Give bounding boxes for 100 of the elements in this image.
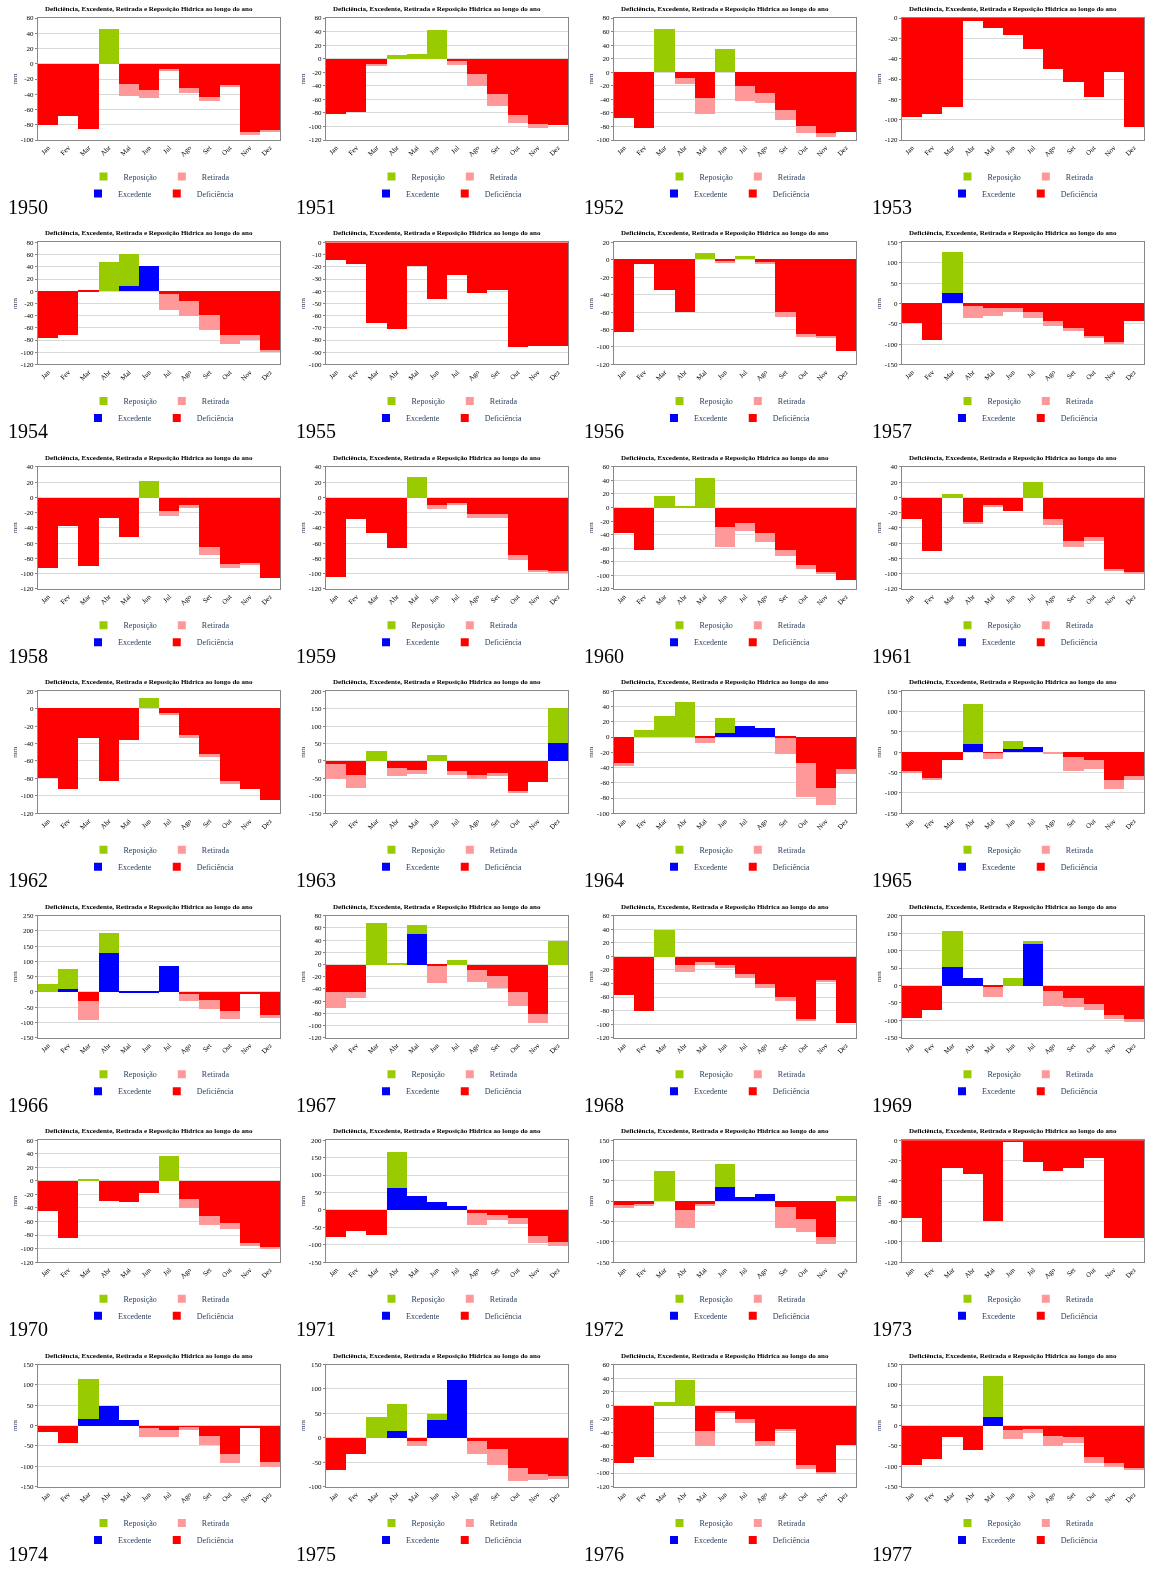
legend-label: Deficiência	[1060, 1311, 1099, 1321]
bar	[775, 312, 796, 318]
text: 1965	[872, 869, 912, 891]
bar	[240, 1243, 260, 1247]
legend-label: Reposição	[123, 1294, 157, 1304]
bar	[447, 771, 467, 776]
bar	[755, 983, 775, 988]
bar	[715, 49, 735, 72]
bar	[715, 1410, 735, 1413]
bar	[796, 1018, 816, 1021]
bar	[816, 1237, 836, 1245]
bar	[139, 480, 159, 498]
bar	[695, 738, 715, 744]
text: 1953	[872, 196, 912, 218]
legend-label: Deficiência	[196, 638, 235, 648]
bar	[407, 1440, 427, 1446]
text: 1971	[296, 1318, 336, 1340]
legend-label: Excedente	[406, 1311, 440, 1321]
legend-label: Deficiência	[196, 862, 235, 872]
bar	[775, 549, 796, 556]
legend-label: Reposição	[699, 845, 733, 855]
bar	[796, 126, 816, 133]
bar	[942, 493, 963, 498]
bar	[220, 781, 240, 785]
legend-label: Retirada	[489, 1070, 518, 1080]
bar	[654, 29, 675, 72]
text: 1961	[872, 645, 912, 667]
text: 1950	[8, 196, 48, 218]
bar	[99, 932, 119, 953]
legend-label: Deficiência	[772, 862, 811, 872]
bar	[427, 1413, 447, 1420]
text: 1956	[584, 420, 624, 442]
text: 1963	[296, 869, 336, 891]
bar	[260, 1247, 280, 1250]
legend-label: Reposição	[987, 397, 1021, 407]
bar	[179, 735, 199, 739]
text: 1957	[872, 420, 912, 442]
bar	[775, 996, 796, 1001]
bar	[942, 293, 963, 304]
legend-label: Deficiência	[196, 414, 235, 424]
legend-label: Reposição	[411, 845, 445, 855]
bar	[139, 698, 159, 709]
legend-label: Retirada	[201, 845, 230, 855]
text: 1970	[8, 1318, 48, 1340]
bar	[1124, 571, 1144, 574]
legend-label: Excedente	[982, 1087, 1016, 1097]
bar	[1063, 328, 1084, 332]
legend-label: Retirada	[777, 1070, 806, 1080]
bar	[467, 74, 487, 86]
legend-label: Excedente	[406, 1087, 440, 1097]
legend-label: Retirada	[489, 845, 518, 855]
legend-label: Reposição	[987, 621, 1021, 631]
legend-label: Reposição	[411, 621, 445, 631]
bar	[983, 504, 1003, 507]
bar	[1124, 776, 1144, 781]
text: 1954	[8, 420, 48, 442]
text: 1975	[296, 1543, 336, 1565]
bar	[508, 791, 528, 794]
legend-label: Deficiência	[772, 1536, 811, 1546]
bar	[654, 929, 675, 957]
bar	[1063, 540, 1084, 547]
text: 1969	[872, 1094, 912, 1116]
legend-label: Excedente	[118, 638, 152, 648]
legend-label: Retirada	[777, 172, 806, 182]
bar	[654, 1171, 675, 1202]
bar	[260, 350, 280, 353]
legend-label: Deficiência	[196, 189, 235, 199]
bar	[548, 940, 568, 965]
bar	[695, 1430, 715, 1446]
bar	[199, 1435, 220, 1445]
bar	[942, 930, 963, 967]
bar	[1104, 1462, 1124, 1467]
bar	[407, 933, 427, 965]
legend-label: Reposição	[699, 397, 733, 407]
legend-label: Reposição	[987, 845, 1021, 855]
bar	[240, 132, 260, 135]
legend-label: Excedente	[118, 1087, 152, 1097]
legend-label: Retirada	[1065, 1294, 1094, 1304]
legend-label: Deficiência	[484, 189, 523, 199]
legend-label: Excedente	[118, 189, 152, 199]
legend-label: Retirada	[489, 1294, 518, 1304]
legend-label: Retirada	[201, 1070, 230, 1080]
bar	[407, 924, 427, 934]
bar	[528, 124, 548, 128]
legend-label: Reposição	[987, 1519, 1021, 1529]
bar	[179, 88, 199, 93]
bar	[508, 991, 528, 1006]
bar	[1043, 321, 1063, 327]
legend-label: Reposição	[123, 1519, 157, 1529]
legend-label: Retirada	[201, 397, 230, 407]
legend-label: Deficiência	[1060, 414, 1099, 424]
bar	[447, 959, 467, 965]
legend-label: Reposição	[411, 1294, 445, 1304]
bar	[796, 1464, 816, 1469]
legend-label: Reposição	[123, 845, 157, 855]
bar	[78, 1378, 99, 1419]
legend-label: Excedente	[982, 1311, 1016, 1321]
bar	[199, 97, 220, 101]
legend-label: Excedente	[694, 862, 728, 872]
legend-label: Deficiência	[1060, 189, 1099, 199]
